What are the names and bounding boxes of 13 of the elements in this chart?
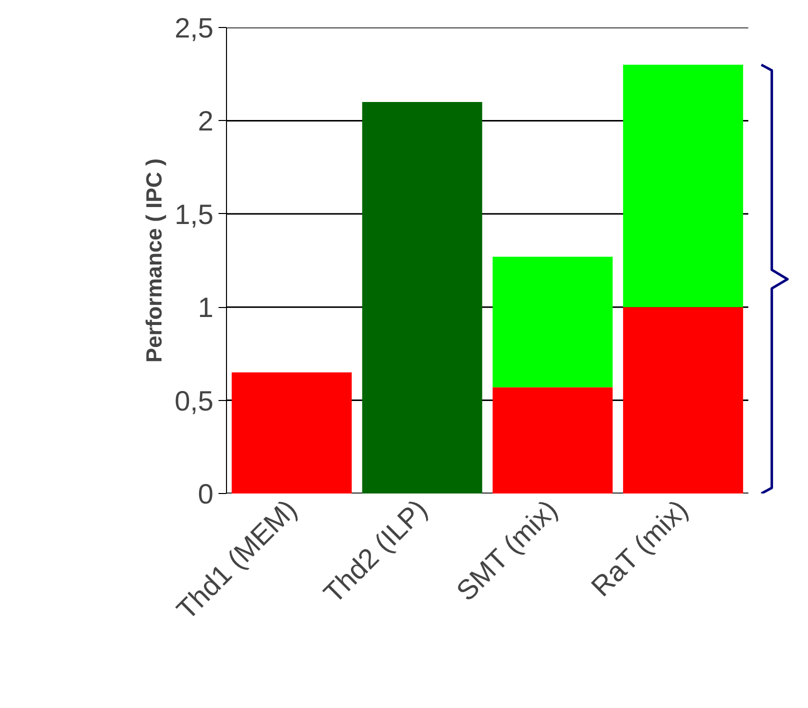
bar (623, 307, 744, 494)
y-tick-label: 2 (198, 106, 214, 137)
bar (232, 372, 352, 494)
bar (623, 64, 744, 308)
y-tick-label: 1 (198, 292, 214, 324)
bar (492, 256, 613, 388)
y-axis-title: Performance ( IPC ) (142, 158, 167, 363)
bar (492, 387, 613, 494)
bar (362, 102, 482, 494)
y-tick-label: 2,5 (174, 12, 214, 44)
y-tick-label: 0,5 (174, 385, 214, 416)
y-tick-label: 1,5 (174, 198, 214, 230)
y-tick-label: 0 (198, 478, 214, 510)
